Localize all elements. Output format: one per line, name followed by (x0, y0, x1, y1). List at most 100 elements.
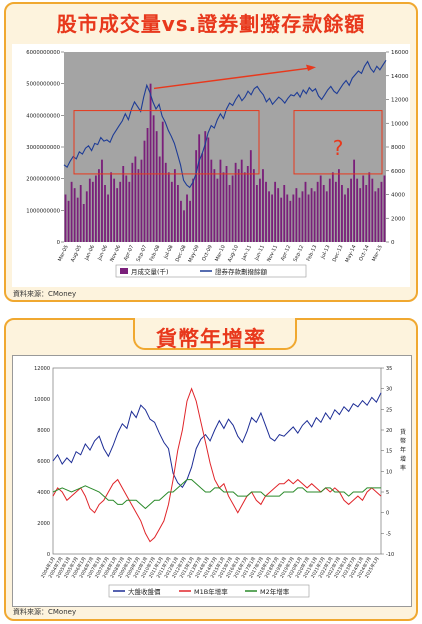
volume-bar (344, 194, 346, 242)
money-growth-chart: 0 2000 4000 6000 8000 10000 12000 -10 -5 0 5 10 15 20… (34, 366, 406, 598)
x-tick-label: Jan-06 (83, 244, 96, 262)
x-tick-label: Feb-08 (149, 244, 162, 262)
x-tick-label: Aug-10 (227, 244, 240, 263)
volume-bar (374, 191, 377, 242)
volume-bar (380, 181, 383, 242)
volume-bar (110, 172, 112, 242)
volume-bar (131, 162, 134, 242)
x-tick-label: Aug-05 (70, 244, 83, 263)
volume-bar (298, 197, 301, 242)
volume-bar (322, 185, 325, 242)
volume-bar (331, 172, 334, 242)
volume-bar (259, 178, 261, 242)
volume-bar (119, 181, 122, 242)
volume-bar (231, 175, 234, 242)
chart-panel-1: 股市成交量vs.證券劃撥存款餘額 0 1000000000 2000000000 30… (4, 2, 418, 302)
volume-bar (301, 191, 304, 242)
highlight-box (293, 110, 383, 175)
volume-bar (204, 131, 207, 242)
y-right-tick-label: -10 (386, 552, 394, 558)
volume-bar (104, 185, 106, 242)
volume-bar (85, 191, 88, 242)
volume-bar (292, 194, 295, 242)
volume-bar (170, 181, 173, 242)
volume-bar (210, 159, 213, 242)
x-tick-label: Mar-15 (371, 244, 384, 262)
x-tick-label: Nov-06 (109, 244, 122, 263)
volume-bar (79, 185, 82, 242)
x-tick-label: Jan-11 (240, 244, 253, 262)
x-tick-label: Oct-14 (358, 244, 371, 262)
volume-bar (334, 181, 337, 242)
volume-bar (277, 188, 280, 242)
volume-bar (350, 178, 352, 242)
volume-bar (173, 169, 176, 242)
volume-bar (325, 191, 328, 242)
volume-bar (368, 172, 371, 242)
x-tick-label: May-14 (344, 244, 357, 263)
volume-bar (328, 178, 331, 242)
y-right-axis-label-char: 率 (400, 464, 406, 472)
x-tick-label: Jun-06 (96, 244, 109, 262)
volume-bar (207, 137, 210, 242)
volume-bar (125, 175, 128, 242)
y-right-tick-label: 20 (386, 428, 392, 434)
y-left-tick-label: 2000000000 (26, 177, 60, 183)
volume-bar (91, 181, 94, 242)
x-tick-label: Mar-10 (214, 244, 227, 262)
volume-bar (243, 172, 246, 242)
volume-bar (201, 153, 204, 242)
y-left-tick-label: 8000 (37, 428, 50, 434)
volume-bar (101, 159, 103, 242)
volume-bar (313, 191, 316, 242)
volume-bar (137, 169, 140, 242)
volume-bar (67, 200, 70, 242)
volume-bar (195, 150, 198, 242)
volume-bar (365, 185, 368, 242)
y-right-tick-label: 4000 (391, 193, 405, 199)
m2-growth-line (52, 479, 381, 510)
volume-bar (237, 169, 240, 242)
y-right-tick-label: 10 (386, 469, 392, 475)
volume-bar (122, 166, 125, 242)
chart-panel-2: 貨幣年增率 0 2000 4000 6000 8000 10000 12000 -10 -5 0 5… (4, 318, 418, 621)
legend-label: 大盤收盤價 (128, 587, 161, 596)
y-right-axis-label-char: 貨 (400, 428, 406, 436)
y-left-tick-label: 10000 (34, 397, 50, 403)
y-right-tick-label: 16000 (391, 50, 409, 56)
volume-bar (262, 169, 264, 242)
volume-bar (213, 169, 216, 242)
volume-bar (265, 181, 267, 242)
volume-bar (280, 197, 283, 242)
volume-bar (316, 181, 319, 242)
y-left-tick-label: 0 (57, 240, 61, 246)
y-right-tick-label: 8000 (391, 145, 405, 151)
volume-bar (362, 175, 365, 242)
volume-bar (307, 194, 310, 242)
volume-bar (295, 188, 298, 242)
volume-bar (319, 175, 322, 242)
volume-bar (143, 140, 146, 242)
x-tick-label: Sep-07 (135, 244, 148, 262)
trend-arrow (153, 67, 313, 90)
volume-bar (246, 166, 249, 242)
y-left-tick-label: 6000 (37, 459, 50, 465)
index-close-line (52, 392, 382, 489)
volume-bar (76, 197, 79, 242)
y-right-tick-label: -5 (386, 531, 391, 537)
legend-label: 月成交量(千) (131, 267, 169, 276)
y-right-tick-label: 30 (386, 387, 392, 393)
volume-bar (88, 178, 91, 242)
x-tick-label: Mar-05 (57, 244, 70, 262)
volume-bar (219, 159, 222, 242)
volume-bar (341, 185, 343, 242)
volume-bar (359, 188, 362, 242)
volume-bar (286, 194, 289, 242)
volume-bar (377, 188, 380, 242)
volume-bar (240, 159, 243, 242)
x-tick-label: Nov-11 (266, 244, 279, 263)
volume-bar (140, 159, 143, 242)
y-left-tick-label: 2000 (37, 521, 50, 527)
y-left-tick-label: 12000 (34, 366, 50, 372)
volume-bar (158, 156, 161, 242)
